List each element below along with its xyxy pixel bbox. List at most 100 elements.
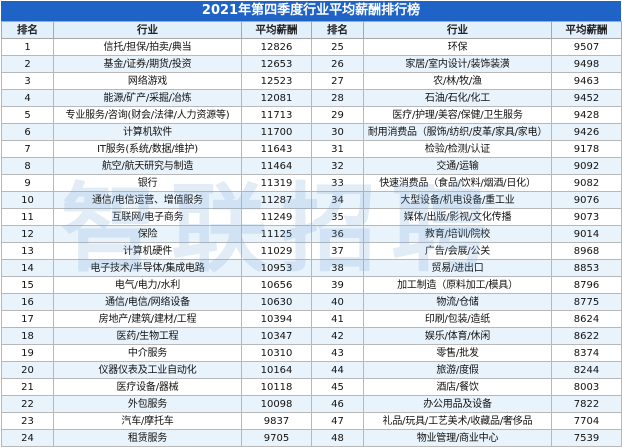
rank-cell: 34	[311, 191, 364, 209]
rank-cell: 17	[1, 310, 54, 328]
rank-cell: 24	[1, 429, 54, 447]
rank-cell: 42	[311, 327, 364, 345]
salary-cell: 11125	[241, 225, 312, 243]
rank-cell: 44	[311, 361, 364, 379]
rank-cell: 32	[311, 157, 364, 175]
salary-cell: 10347	[241, 327, 312, 345]
salary-cell: 9178	[551, 140, 622, 158]
industry-cell: 印刷/包装/造纸	[363, 310, 552, 328]
salary-ranking-table: 排名 行业 平均薪酬 排名 行业 平均薪酬 1 信托/担保/拍卖/典当 12826 2…	[1, 21, 622, 447]
header-industry-left: 行业	[53, 21, 242, 39]
salary-cell: 8244	[551, 361, 622, 379]
rank-cell: 3	[1, 72, 54, 90]
industry-cell: 通信/电信/网络设备	[53, 293, 242, 311]
industry-cell: 医药/生物工程	[53, 327, 242, 345]
industry-cell: IT服务(系统/数据/维护)	[53, 140, 242, 158]
industry-cell: 航空/航天研究与制造	[53, 157, 242, 175]
industry-cell: 保险	[53, 225, 242, 243]
header-industry-right: 行业	[363, 21, 552, 39]
industry-cell: 网络游戏	[53, 72, 242, 90]
industry-cell: 外包服务	[53, 395, 242, 413]
salary-cell: 9076	[551, 191, 622, 209]
table-row: 11 互联网/电子商务 11249 35 媒体/出版/影视/文化传播 9073	[1, 208, 622, 226]
rank-cell: 10	[1, 191, 54, 209]
salary-cell: 8968	[551, 242, 622, 260]
salary-cell: 9426	[551, 123, 622, 141]
table-row: 21 医疗设备/器械 10118 45 酒店/餐饮 8003	[1, 378, 622, 396]
industry-cell: 酒店/餐饮	[363, 378, 552, 396]
table-row: 10 通信/电信运营、增值服务 11287 34 大型设备/机电设备/重工业 9076	[1, 191, 622, 209]
rank-cell: 2	[1, 55, 54, 73]
industry-cell: 电气/电力/水利	[53, 276, 242, 294]
salary-cell: 9705	[241, 429, 312, 447]
industry-cell: 媒体/出版/影视/文化传播	[363, 208, 552, 226]
salary-cell: 10953	[241, 259, 312, 277]
industry-cell: 耐用消费品（服饰/纺织/皮革/家具/家电）	[363, 123, 552, 141]
salary-cell: 12653	[241, 55, 312, 73]
salary-cell: 9498	[551, 55, 622, 73]
rank-cell: 25	[311, 38, 364, 56]
industry-cell: 信托/担保/拍卖/典当	[53, 38, 242, 56]
table-row: 7 IT服务(系统/数据/维护) 11643 31 检验/检测/认证 9178	[1, 140, 622, 158]
salary-cell: 10656	[241, 276, 312, 294]
salary-cell: 11713	[241, 106, 312, 124]
rank-cell: 48	[311, 429, 364, 447]
rank-cell: 18	[1, 327, 54, 345]
rank-cell: 20	[1, 361, 54, 379]
table-row: 9 银行 11319 33 快速消费品（食品/饮料/烟酒/日化） 9082	[1, 174, 622, 192]
salary-cell: 11029	[241, 242, 312, 260]
industry-cell: 旅游/度假	[363, 361, 552, 379]
salary-cell: 9463	[551, 72, 622, 90]
rank-cell: 7	[1, 140, 54, 158]
header-salary-right: 平均薪酬	[551, 21, 622, 39]
table-row: 17 房地产/建筑/建材/工程 10394 41 印刷/包装/造纸 8624	[1, 310, 622, 328]
rank-cell: 12	[1, 225, 54, 243]
rank-cell: 6	[1, 123, 54, 141]
industry-cell: 租赁服务	[53, 429, 242, 447]
rank-cell: 9	[1, 174, 54, 192]
rank-cell: 29	[311, 106, 364, 124]
table-row: 1 信托/担保/拍卖/典当 12826 25 环保 9507	[1, 38, 622, 56]
salary-cell: 7539	[551, 429, 622, 447]
industry-cell: 汽车/摩托车	[53, 412, 242, 430]
header-rank-right: 排名	[311, 21, 364, 39]
industry-cell: 通信/电信运营、增值服务	[53, 191, 242, 209]
salary-cell: 8775	[551, 293, 622, 311]
industry-cell: 物流/仓储	[363, 293, 552, 311]
salary-cell: 10118	[241, 378, 312, 396]
salary-cell: 12826	[241, 38, 312, 56]
salary-cell: 9452	[551, 89, 622, 107]
salary-cell: 9428	[551, 106, 622, 124]
industry-cell: 教育/培训/院校	[363, 225, 552, 243]
salary-cell: 8853	[551, 259, 622, 277]
rank-cell: 21	[1, 378, 54, 396]
rank-cell: 14	[1, 259, 54, 277]
industry-cell: 基金/证券/期货/投资	[53, 55, 242, 73]
rank-cell: 39	[311, 276, 364, 294]
rank-cell: 30	[311, 123, 364, 141]
salary-cell: 8796	[551, 276, 622, 294]
table-row: 16 通信/电信/网络设备 10630 40 物流/仓储 8775	[1, 293, 622, 311]
rank-cell: 16	[1, 293, 54, 311]
salary-cell: 7704	[551, 412, 622, 430]
rank-cell: 8	[1, 157, 54, 175]
table-row: 5 专业服务/咨询(财会/法律/人力资源等) 11713 29 医疗/护理/美容/保健/…	[1, 106, 622, 124]
table-row: 22 外包服务 10098 46 办公用品及设备 7822	[1, 395, 622, 413]
rank-cell: 23	[1, 412, 54, 430]
industry-cell: 石油/石化/化工	[363, 89, 552, 107]
industry-cell: 专业服务/咨询(财会/法律/人力资源等)	[53, 106, 242, 124]
rank-cell: 28	[311, 89, 364, 107]
industry-cell: 广告/会展/公关	[363, 242, 552, 260]
salary-cell: 11319	[241, 174, 312, 192]
salary-cell: 8003	[551, 378, 622, 396]
salary-cell: 11464	[241, 157, 312, 175]
industry-cell: 计算机软件	[53, 123, 242, 141]
industry-cell: 办公用品及设备	[363, 395, 552, 413]
rank-cell: 38	[311, 259, 364, 277]
rank-cell: 47	[311, 412, 364, 430]
industry-cell: 计算机硬件	[53, 242, 242, 260]
industry-cell: 医疗/护理/美容/保健/卫生服务	[363, 106, 552, 124]
rank-cell: 26	[311, 55, 364, 73]
industry-cell: 环保	[363, 38, 552, 56]
salary-cell: 11287	[241, 191, 312, 209]
